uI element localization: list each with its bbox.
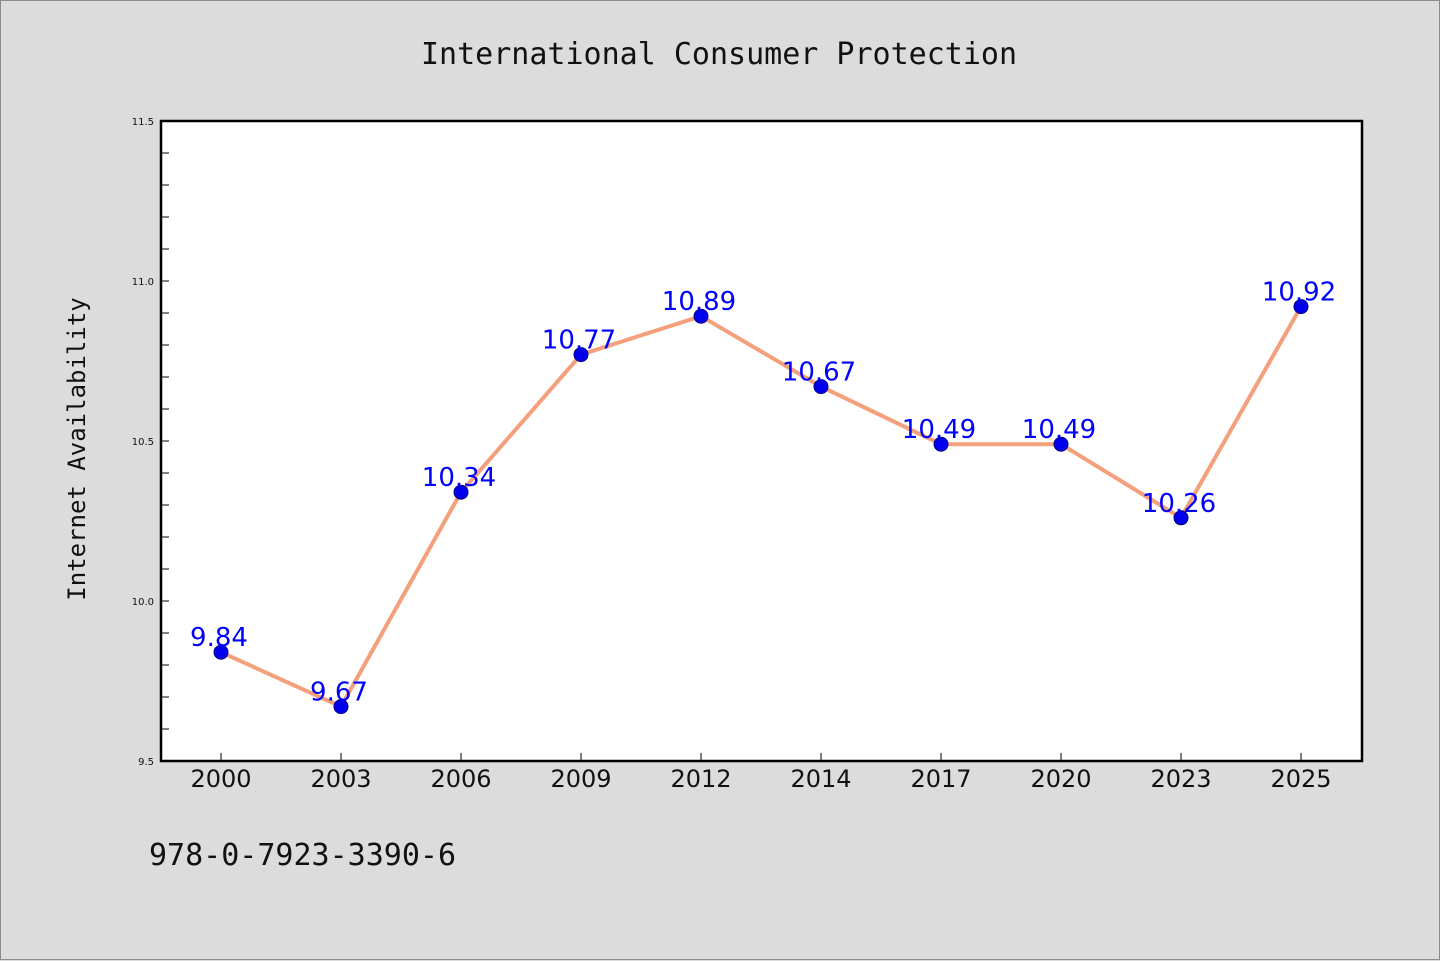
y-tick-label: 10.5 [132,437,154,448]
data-point [333,699,349,715]
data-point [933,436,949,452]
data-label: 10.67 [782,358,856,388]
chart-marks: 9.5 10.0 10.5 11.0 11.5 2000 2003 2006 2009 2012 2… [132,117,1336,793]
x-tick-label: 2012 [670,765,731,793]
isbn-text: 978-0-7923-3390-6 [149,838,456,873]
x-tick-label: 2023 [1150,765,1211,793]
x-tick-label: 2017 [910,765,971,793]
data-label: 10.26 [1142,489,1216,519]
data-label: 9.84 [190,623,248,653]
data-point [1053,436,1069,452]
y-tick-label: 9.5 [138,757,154,768]
x-tick-label: 2009 [550,765,611,793]
data-point [693,308,709,324]
data-point [1173,510,1189,526]
chart-title: International Consumer Protection [421,37,1017,72]
x-tick-label: 2025 [1270,765,1331,793]
y-tick-label: 10.0 [132,597,154,608]
data-label: 10.77 [542,326,616,356]
data-point [573,347,589,363]
x-tick-label: 2003 [310,765,371,793]
data-point [1293,299,1309,315]
data-point [453,484,469,500]
y-tick-label: 11.0 [132,277,154,288]
series-line [219,304,1303,709]
data-label: 9.67 [310,678,368,708]
y-axis-label: Internet Availability [63,297,91,600]
x-tick-label: 2020 [1030,765,1091,793]
x-tick-label: 2014 [790,765,851,793]
data-point [813,379,829,395]
plot-border [159,119,1364,763]
x-tick-label: 2006 [430,765,491,793]
data-label: 10.89 [662,287,736,317]
y-tick-label: 11.5 [132,117,154,128]
x-tick-label: 2000 [190,765,251,793]
data-point [213,644,229,660]
data-label: 10.49 [1022,415,1096,445]
data-label: 10.49 [902,415,976,445]
data-label: 10.34 [422,463,496,493]
plot-area [161,121,1362,761]
data-label: 10.92 [1262,278,1336,308]
